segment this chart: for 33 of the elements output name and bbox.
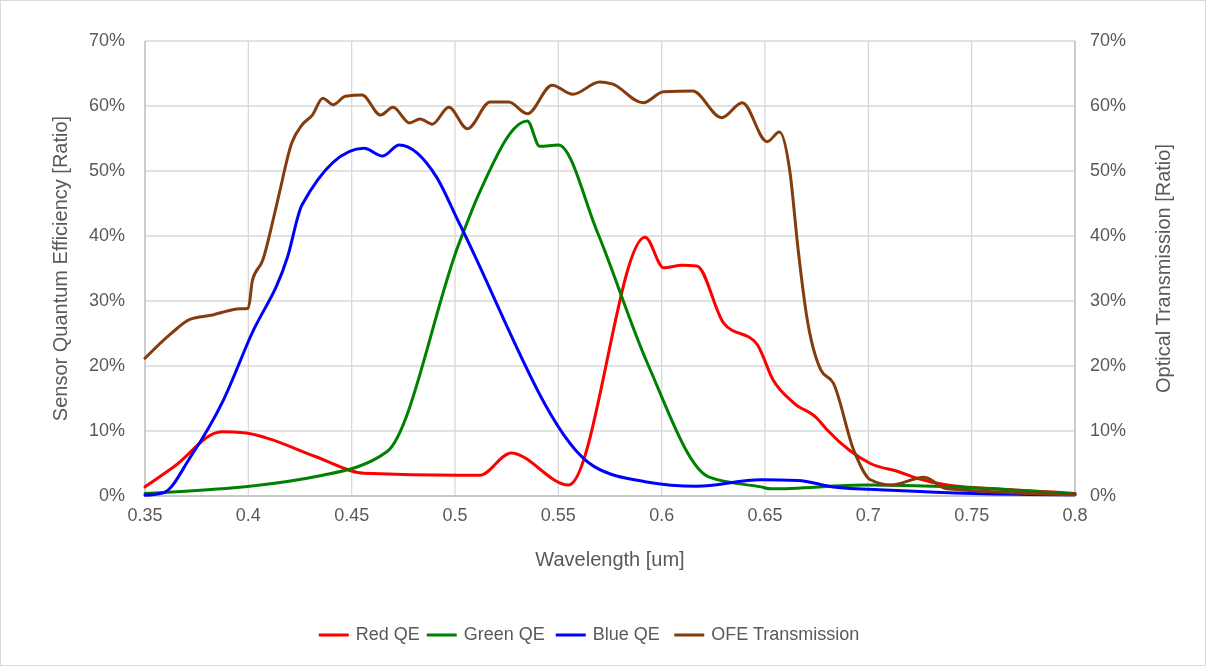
x-tick-label: 0.35 bbox=[127, 504, 163, 525]
y-tick-label: 10% bbox=[88, 419, 125, 440]
x-tick-label: 0.75 bbox=[954, 504, 990, 525]
x-axis-title: Wavelength [um] bbox=[535, 548, 685, 570]
y2-tick-label: 30% bbox=[1090, 289, 1127, 310]
y2-tick-label: 0% bbox=[1090, 484, 1117, 505]
y-axis-title: Sensor Quantum Efficiency [Ratio] bbox=[49, 115, 71, 422]
y2-tick-label: 40% bbox=[1090, 224, 1127, 245]
y2-tick-label: 10% bbox=[1090, 419, 1127, 440]
y-tick-label: 60% bbox=[88, 94, 125, 115]
legend-label: Blue QE bbox=[592, 623, 660, 644]
y-tick-label: 30% bbox=[88, 289, 125, 310]
y-tick-label: 0% bbox=[98, 484, 125, 505]
legend-label: Green QE bbox=[463, 623, 545, 644]
y2-tick-label: 20% bbox=[1090, 354, 1127, 375]
legend-label: OFE Transmission bbox=[711, 623, 860, 644]
x-tick-label: 0.45 bbox=[334, 504, 370, 525]
legend-label: Red QE bbox=[355, 623, 420, 644]
x-tick-label: 0.55 bbox=[540, 504, 576, 525]
y2-axis-title: Optical Transmission [Ratio] bbox=[1152, 144, 1174, 393]
x-tick-label: 0.7 bbox=[855, 504, 881, 525]
y2-tick-label: 50% bbox=[1090, 159, 1127, 180]
x-tick-label: 0.6 bbox=[649, 504, 675, 525]
y-tick-label: 40% bbox=[88, 224, 125, 245]
y2-tick-label: 70% bbox=[1090, 29, 1127, 50]
x-tick-label: 0.8 bbox=[1062, 504, 1088, 525]
x-tick-label: 0.4 bbox=[235, 504, 261, 525]
y-tick-label: 20% bbox=[88, 354, 125, 375]
y2-tick-label: 60% bbox=[1090, 94, 1127, 115]
x-tick-label: 0.65 bbox=[747, 504, 783, 525]
y-tick-label: 50% bbox=[88, 159, 125, 180]
x-tick-label: 0.5 bbox=[442, 504, 468, 525]
y-tick-label: 70% bbox=[88, 29, 125, 50]
